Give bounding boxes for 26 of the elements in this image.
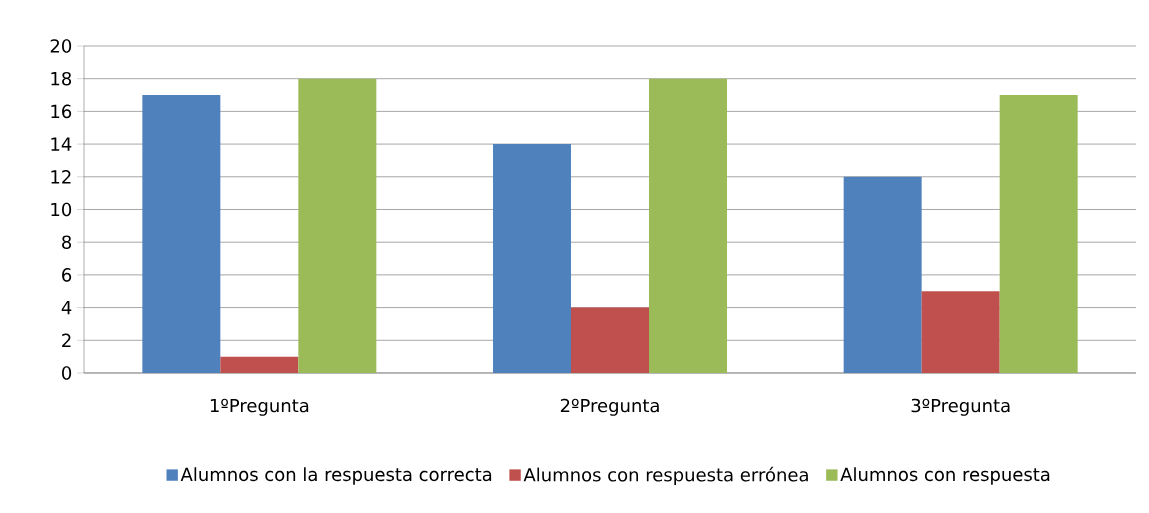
bar xyxy=(843,176,922,373)
bar xyxy=(921,291,1000,373)
y-tick-label: 12 xyxy=(51,170,71,184)
y-tick-label: 10 xyxy=(51,202,72,217)
bar xyxy=(999,95,1078,373)
bar xyxy=(493,144,571,373)
y-tick-label: 20 xyxy=(50,39,72,53)
y-tick-label: 18 xyxy=(51,71,72,86)
legend-label: Alumnos con respuesta xyxy=(840,467,1050,485)
x-tick-label: 2ºPregunta xyxy=(560,398,659,416)
y-tick-label: 4 xyxy=(61,301,72,315)
bar xyxy=(142,95,221,373)
y-tick-label: 6 xyxy=(62,268,72,282)
y-tick-label: 2 xyxy=(62,333,71,347)
x-tick-label: 3ºPregunta xyxy=(911,398,1010,416)
y-tick-label: 8 xyxy=(62,235,72,249)
legend-label: Alumnos con respuesta errónea xyxy=(523,466,808,486)
y-tick-label: 16 xyxy=(51,104,72,119)
bar xyxy=(649,78,727,373)
bar xyxy=(298,78,377,373)
y-tick-label: 14 xyxy=(51,137,72,151)
bar xyxy=(220,356,299,373)
x-tick-label: 1ºPregunta xyxy=(210,398,309,416)
y-tick-label: 0 xyxy=(62,366,72,380)
bar xyxy=(571,307,650,373)
legend-label: Alumnos con la respuesta correcta xyxy=(180,467,492,485)
